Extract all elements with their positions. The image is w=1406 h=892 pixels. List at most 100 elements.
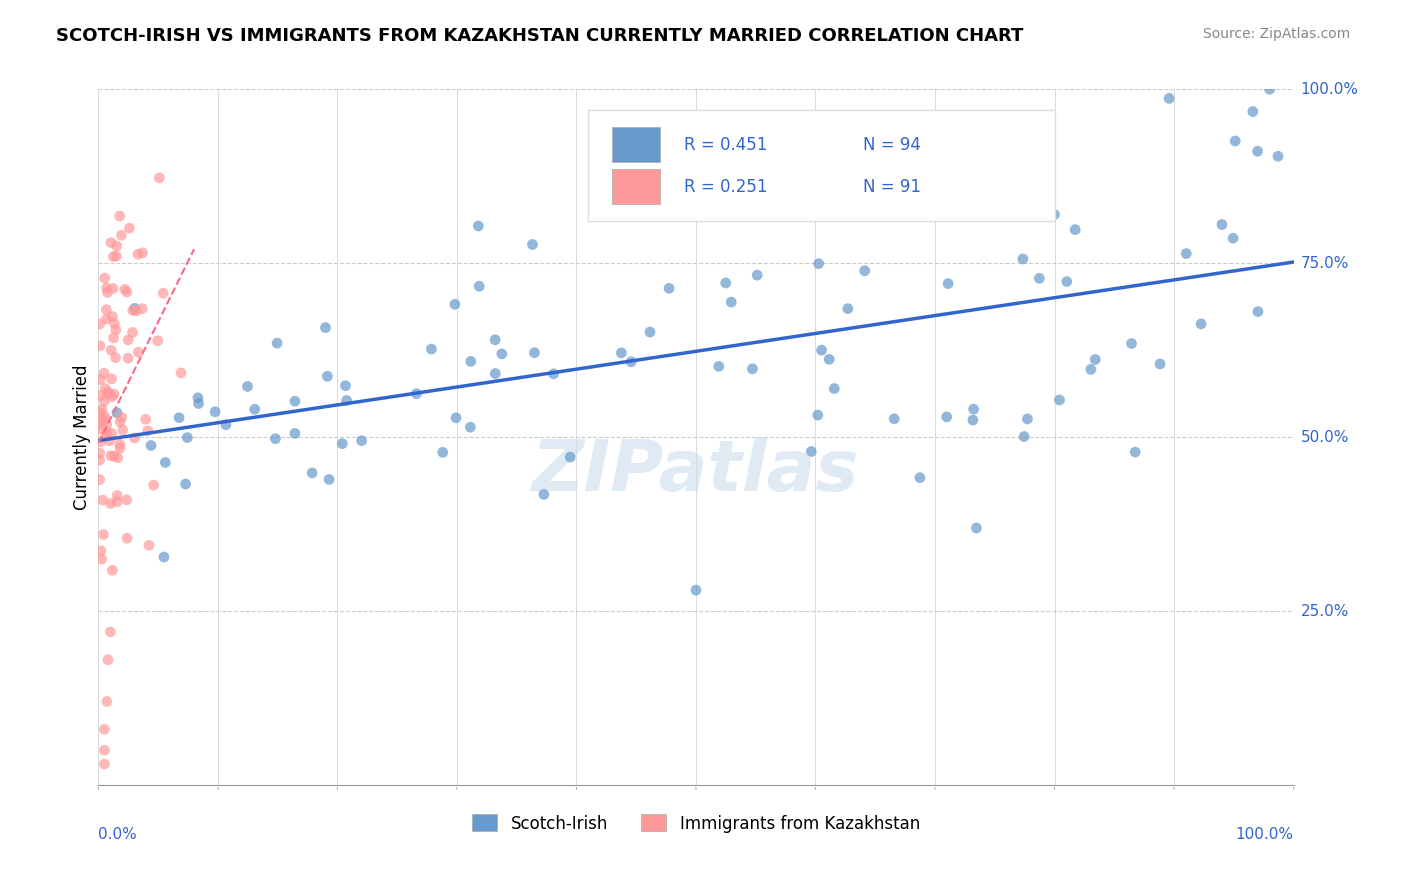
Point — [720, 295, 742, 310]
Point — [484, 367, 506, 381]
Point — [131, 246, 153, 260]
Point — [523, 345, 546, 359]
Point — [405, 386, 427, 401]
Y-axis label: Currently Married: Currently Married — [73, 364, 91, 510]
Point — [96, 281, 118, 295]
Point — [114, 282, 136, 296]
Point — [90, 434, 112, 449]
Point — [155, 455, 177, 469]
Point — [89, 446, 111, 460]
Point — [96, 312, 118, 326]
Point — [1258, 82, 1281, 96]
Point — [853, 264, 876, 278]
Point — [93, 412, 115, 426]
Point — [124, 431, 146, 445]
Point — [610, 346, 633, 360]
Point — [107, 450, 129, 465]
Point — [460, 354, 482, 368]
Point — [118, 221, 141, 235]
Point — [146, 334, 169, 348]
Point — [96, 386, 118, 401]
Point — [105, 249, 128, 263]
Point — [284, 394, 307, 409]
Point — [100, 496, 122, 510]
Point — [174, 477, 197, 491]
Point — [444, 297, 467, 311]
Point — [103, 317, 125, 331]
Point — [187, 396, 209, 410]
Point — [152, 286, 174, 301]
Point — [142, 478, 165, 492]
Point — [101, 563, 124, 577]
Point — [117, 351, 139, 366]
Point — [264, 432, 287, 446]
Point — [215, 417, 238, 432]
Point — [1064, 222, 1087, 236]
Point — [96, 417, 118, 432]
Point — [484, 333, 506, 347]
Point — [108, 437, 131, 451]
Point — [115, 285, 138, 299]
FancyBboxPatch shape — [589, 110, 1054, 221]
Point — [100, 372, 122, 386]
Point — [685, 137, 707, 152]
Point — [91, 493, 114, 508]
Point — [1017, 412, 1039, 426]
Point — [131, 301, 153, 316]
Point — [807, 408, 830, 422]
Point — [316, 369, 339, 384]
Point — [105, 406, 128, 420]
Text: SCOTCH-IRISH VS IMMIGRANTS FROM KAZAKHSTAN CURRENTLY MARRIED CORRELATION CHART: SCOTCH-IRISH VS IMMIGRANTS FROM KAZAKHST… — [56, 27, 1024, 45]
Point — [110, 228, 132, 243]
Point — [837, 301, 859, 316]
Point — [335, 378, 357, 392]
Point — [121, 326, 143, 340]
Point — [97, 653, 120, 667]
Point — [236, 379, 259, 393]
Point — [100, 426, 122, 441]
Point — [1012, 252, 1035, 266]
Point — [491, 347, 513, 361]
Point — [350, 434, 373, 448]
Point — [962, 413, 984, 427]
Point — [89, 405, 111, 419]
Point — [176, 431, 198, 445]
Point — [807, 257, 830, 271]
Text: 75.0%: 75.0% — [1301, 256, 1348, 270]
Point — [1157, 91, 1180, 105]
Point — [204, 405, 226, 419]
Point — [936, 277, 959, 291]
Point — [117, 333, 139, 347]
Point — [1189, 317, 1212, 331]
Point — [96, 425, 118, 440]
Point — [105, 239, 128, 253]
Point — [111, 423, 134, 437]
Point — [101, 390, 124, 404]
Point — [935, 409, 957, 424]
Point — [115, 531, 138, 545]
Point — [108, 415, 131, 429]
Point — [432, 445, 454, 459]
Point — [468, 279, 491, 293]
Text: 50.0%: 50.0% — [1301, 430, 1348, 444]
Point — [533, 487, 555, 501]
Point — [98, 434, 121, 448]
FancyBboxPatch shape — [613, 169, 661, 204]
Point — [714, 276, 737, 290]
Point — [93, 527, 115, 541]
Point — [810, 343, 832, 358]
Text: 0.0%: 0.0% — [98, 827, 138, 842]
Point — [1028, 271, 1050, 285]
Point — [96, 302, 118, 317]
Point — [100, 235, 122, 250]
Point — [94, 382, 117, 396]
Point — [93, 409, 115, 424]
Point — [93, 743, 115, 757]
Point — [121, 303, 143, 318]
Point — [96, 285, 118, 300]
Point — [89, 417, 111, 432]
Point — [94, 428, 117, 442]
Point — [101, 282, 124, 296]
Point — [170, 366, 193, 380]
FancyBboxPatch shape — [613, 128, 661, 162]
